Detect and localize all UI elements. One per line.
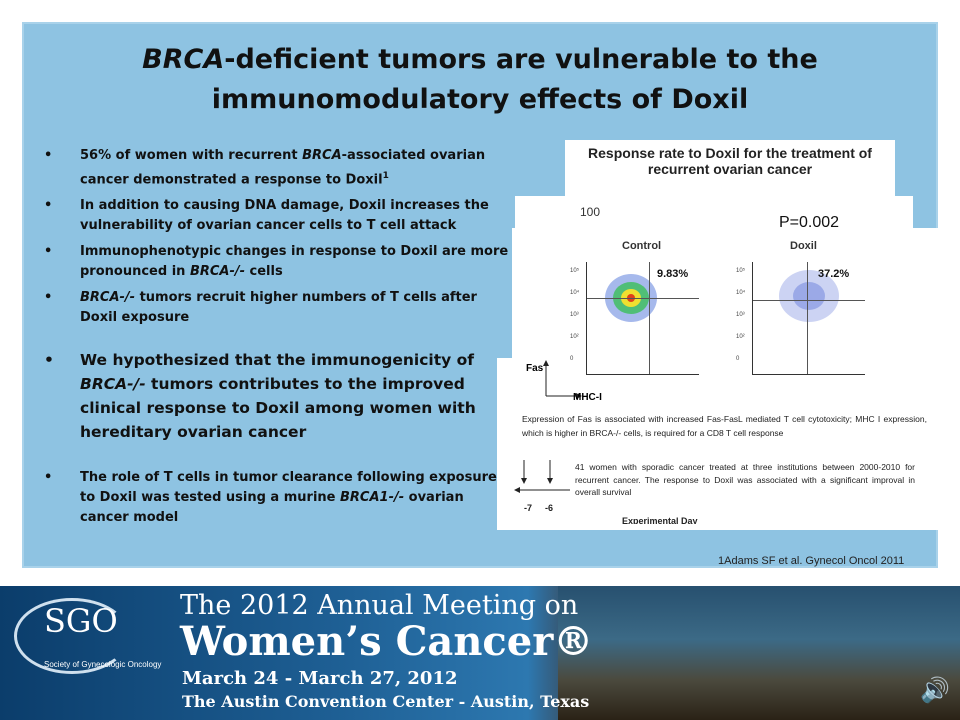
bullet-italic: BRCA-/- <box>80 290 136 306</box>
quadrant-line-vertical <box>649 262 650 374</box>
response-rate-title: Response rate to Doxil for the treatment… <box>565 140 895 200</box>
control-y-ticks: 10⁵ 10⁴ 10³ 10² 0 <box>570 260 579 370</box>
bullet-text: -associated ovarian cancer demonstrated … <box>80 148 486 188</box>
bullet-italic: BRCA1-/- <box>340 490 405 506</box>
speaker-icon[interactable]: 🔊 <box>920 677 950 704</box>
bullet-item: BRCA-/- tumors recruit higher numbers of… <box>44 288 514 328</box>
tick-label: 0 <box>736 356 740 362</box>
citation: 1Adams SF et al. Gynecol Oncol 2011 <box>718 555 905 567</box>
quadrant-line-horizontal <box>753 300 865 301</box>
bullet-text: Immunophenotypic changes in response to … <box>80 244 509 280</box>
fas-axis-label: Fas <box>526 363 544 374</box>
bullet-text: tumors recruit higher numbers of T cells… <box>80 290 477 326</box>
meeting-dates: March 24 - March 27, 2012 <box>182 668 458 689</box>
control-percentage: 9.83% <box>657 268 689 280</box>
bullet-text: The role of T cells in tumor clearance f… <box>80 470 497 506</box>
tick-label: 10⁵ <box>736 268 746 274</box>
doxil-y-ticks: 10⁵ 10⁴ 10³ 10² 0 <box>736 260 745 370</box>
doxil-label: Doxil <box>790 240 817 252</box>
tick-label: 10⁵ <box>570 268 580 274</box>
bullet-item-hypothesis: We hypothesized that the immunogenicity … <box>44 348 480 444</box>
sporadic-caption: 41 women with sporadic cancer treated at… <box>575 461 915 499</box>
slide-title: BRCA-deficient tumors are vulnerable to … <box>60 40 900 120</box>
bullet-italic: BRCA-/- <box>80 375 146 394</box>
bullet-item: In addition to causing DNA damage, Doxil… <box>44 196 514 236</box>
control-scatter-plot <box>586 262 699 375</box>
sgo-logo-subtitle: Society of Gynecologic Oncology <box>44 660 162 669</box>
conference-banner: SGO Society of Gynecologic Oncology The … <box>0 586 960 720</box>
tick-label: 0 <box>570 356 574 362</box>
doxil-percentage: 37.2% <box>818 268 850 280</box>
bullet-item: Immunophenotypic changes in response to … <box>44 242 514 282</box>
tick-label: 10⁴ <box>570 290 580 296</box>
bullet-text: ovarian cancer model <box>80 490 464 526</box>
tick-label: 10³ <box>570 312 579 318</box>
tick-label: 10³ <box>736 312 745 318</box>
sgo-logo: SGO <box>44 602 118 640</box>
bullet-item: The role of T cells in tumor clearance f… <box>44 468 500 528</box>
meeting-location: The Austin Convention Center - Austin, T… <box>182 692 590 711</box>
bullet-item: 56% of women with recurrent BRCA-associa… <box>44 146 514 190</box>
axis-arrows-icon <box>543 360 582 399</box>
day-label: -7 <box>524 503 533 513</box>
bullet-text: cells <box>245 264 283 280</box>
response-chart-card <box>515 196 913 232</box>
doxil-scatter-plot <box>752 262 865 375</box>
meeting-title-line2: Women’s Cancer® <box>180 618 594 665</box>
bullet-italic: BRCA <box>302 148 342 163</box>
quadrant-line-vertical <box>807 262 808 374</box>
title-rest: -deficient tumors are vulnerable to the … <box>211 44 818 115</box>
quadrant-line-horizontal <box>587 298 699 299</box>
sgo-logo-ring <box>14 598 130 674</box>
bullet-text: We hypothesized that the immunogenicity … <box>80 351 475 370</box>
meeting-title-line1: The 2012 Annual Meeting on <box>180 590 579 621</box>
austin-photo <box>558 586 960 720</box>
figure-caption-card <box>497 358 938 530</box>
y-axis-tick-100: 100 <box>580 205 601 219</box>
bullet-text: tumors contributes to the improved clini… <box>80 375 476 442</box>
control-label: Control <box>622 240 662 252</box>
bullet-list: 56% of women with recurrent BRCA-associa… <box>44 146 514 534</box>
bullet-footnote: 1 <box>382 171 389 181</box>
tick-label: 10² <box>570 334 579 340</box>
fas-caption: Expression of Fas is associated with inc… <box>522 414 927 438</box>
bullet-text: In addition to causing DNA damage, Doxil… <box>80 198 489 234</box>
p-value-label: P=0.002 <box>779 214 840 230</box>
doxil-density <box>779 270 839 322</box>
timeline-arrows-icon <box>514 460 570 493</box>
mhc-axis-label: MHC-I <box>573 392 602 403</box>
tick-label: 10⁴ <box>736 290 746 296</box>
tick-label: 10² <box>736 334 745 340</box>
experimental-day-label: Experimental Day <box>622 516 698 524</box>
bullet-text: 56% of women with recurrent <box>80 148 303 163</box>
title-italic: BRCA <box>142 44 225 75</box>
bullet-italic: BRCA-/- <box>189 264 245 280</box>
day-label: -6 <box>545 503 554 513</box>
